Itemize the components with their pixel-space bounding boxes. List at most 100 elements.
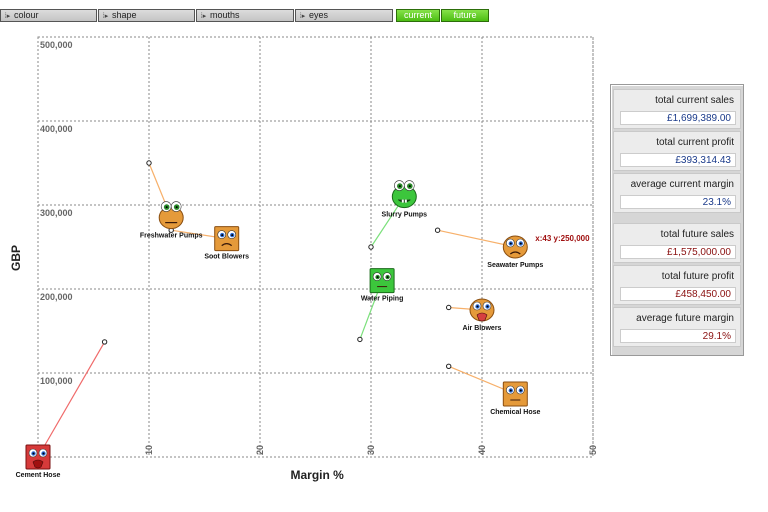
face-pupil-core xyxy=(376,276,379,279)
change-line xyxy=(37,341,106,458)
face-mouth xyxy=(476,312,488,322)
dropdown-grip-icon: ⁞▸ xyxy=(4,13,11,20)
y-tick-label: 400,000 xyxy=(40,124,73,134)
current-point xyxy=(434,227,441,233)
dropdown-grip-icon: ⁞▸ xyxy=(102,13,109,20)
stat-value-field: £458,450.00 xyxy=(620,287,736,301)
x-tick-label: 40 xyxy=(477,445,487,455)
face-marker-water-piping xyxy=(369,268,395,294)
point-label: Soot Blowers xyxy=(204,254,249,261)
stat-value-field: 29.1% xyxy=(620,329,736,343)
y-tick-label: 300,000 xyxy=(40,208,73,218)
face-pupil-core xyxy=(165,206,168,209)
stat-average-current-margin: average current margin 23.1% xyxy=(613,173,741,213)
face-pupil-core xyxy=(476,305,479,308)
face-pupil-core xyxy=(519,242,522,245)
eyes-dropdown-label: eyes xyxy=(309,10,329,20)
face-marker-freshwater-pumps xyxy=(158,201,184,230)
stat-average-future-margin: average future margin 29.1% xyxy=(613,307,741,347)
face-marker-seawater-pumps xyxy=(502,235,528,259)
stat-label: total current profit xyxy=(656,137,734,148)
face-pupil-core xyxy=(221,234,224,237)
stat-value-field: £393,314.43 xyxy=(620,153,736,167)
stat-value-field: £1,575,000.00 xyxy=(620,245,736,259)
face-tooth xyxy=(401,199,404,203)
current-point xyxy=(101,339,108,345)
point-label: Cement Hose xyxy=(16,472,61,479)
stat-total-current-sales: total current sales £1,699,389.00 xyxy=(613,89,741,129)
point-label: Slurry Pumps xyxy=(382,212,428,219)
current-point xyxy=(357,336,363,343)
face-pupil-core xyxy=(519,389,522,392)
shape-dropdown-label: shape xyxy=(112,10,137,20)
face-pupil-core xyxy=(486,305,489,308)
mouths-dropdown[interactable]: ⁞▸ mouths xyxy=(196,9,294,22)
x-tick-label: 50 xyxy=(588,445,598,455)
face-head xyxy=(502,381,528,407)
dropdown-grip-icon: ⁞▸ xyxy=(299,13,306,20)
face-mouth xyxy=(221,243,233,247)
x-tick-label: 30 xyxy=(366,445,376,455)
face-marker-slurry-pumps xyxy=(391,180,417,209)
current-point xyxy=(368,244,374,250)
stat-label: total current sales xyxy=(655,95,734,106)
toolbar: ⁞▸ colour ⁞▸ shape ⁞▸ mouths ⁞▸ eyes current… xyxy=(0,9,768,22)
summary-panel: total current sales £1,699,389.00 total … xyxy=(610,84,744,356)
eyes-dropdown[interactable]: ⁞▸ eyes xyxy=(295,9,393,22)
face-marker-cement-hose xyxy=(25,444,51,470)
stat-label: average current margin xyxy=(630,179,734,190)
face-pupil-core xyxy=(175,206,178,209)
stat-total-future-sales: total future sales £1,575,000.00 xyxy=(613,223,741,263)
future-toggle[interactable]: future xyxy=(441,9,489,22)
y-axis-title: GBP xyxy=(9,245,23,271)
y-tick-label: 500,000 xyxy=(40,40,73,50)
current-point xyxy=(446,304,452,311)
x-axis-title: Margin % xyxy=(291,468,345,482)
face-marker-chemical-hose xyxy=(502,381,528,407)
x-tick-label: 20 xyxy=(255,445,265,455)
face-head xyxy=(502,235,528,259)
face-pupil-core xyxy=(398,185,401,188)
face-pupil-core xyxy=(386,276,389,279)
face-pupil-core xyxy=(509,389,512,392)
face-head xyxy=(214,226,240,252)
face-pupil-core xyxy=(509,242,512,245)
point-label: Seawater Pumps xyxy=(487,262,543,269)
change-line xyxy=(437,229,516,248)
point-label: Air Blowers xyxy=(463,325,502,332)
point-label: Freshwater Pumps xyxy=(140,233,203,240)
current-toggle[interactable]: current xyxy=(396,9,440,22)
face-tooth xyxy=(404,199,407,203)
y-tick-label: 200,000 xyxy=(40,292,73,302)
face-head xyxy=(369,268,395,294)
stat-label: total future profit xyxy=(661,271,734,282)
current-point xyxy=(146,160,152,166)
dropdown-grip-icon: ⁞▸ xyxy=(200,13,207,20)
face-mouth xyxy=(397,199,411,203)
face-pupil-core xyxy=(42,452,45,455)
colour-dropdown-label: colour xyxy=(14,10,39,20)
x-tick-label: 10 xyxy=(144,445,154,455)
stat-total-current-profit: total current profit £393,314.43 xyxy=(613,131,741,171)
point-label: Water Piping xyxy=(361,296,404,303)
face-mouth xyxy=(32,459,44,469)
face-pupil-core xyxy=(231,234,234,237)
shape-dropdown[interactable]: ⁞▸ shape xyxy=(98,9,195,22)
stat-value-field: 23.1% xyxy=(620,195,736,209)
current-point xyxy=(446,363,452,369)
stat-label: average future margin xyxy=(636,313,734,324)
face-pupil-core xyxy=(32,452,35,455)
hover-coordinate-readout: x:43 y:250,000 xyxy=(535,234,590,243)
face-marker-soot-blowers xyxy=(214,226,240,252)
y-tick-label: 100,000 xyxy=(40,376,73,386)
face-marker-air-blowers xyxy=(469,298,495,322)
stat-total-future-profit: total future profit £458,450.00 xyxy=(613,265,741,305)
face-pupil-core xyxy=(408,185,411,188)
face-mouth xyxy=(509,251,521,255)
colour-dropdown[interactable]: ⁞▸ colour xyxy=(0,9,97,22)
mouths-dropdown-label: mouths xyxy=(210,10,240,20)
stat-value-field: £1,699,389.00 xyxy=(620,111,736,125)
point-label: Chemical Hose xyxy=(490,409,540,416)
stat-label: total future sales xyxy=(660,229,734,240)
